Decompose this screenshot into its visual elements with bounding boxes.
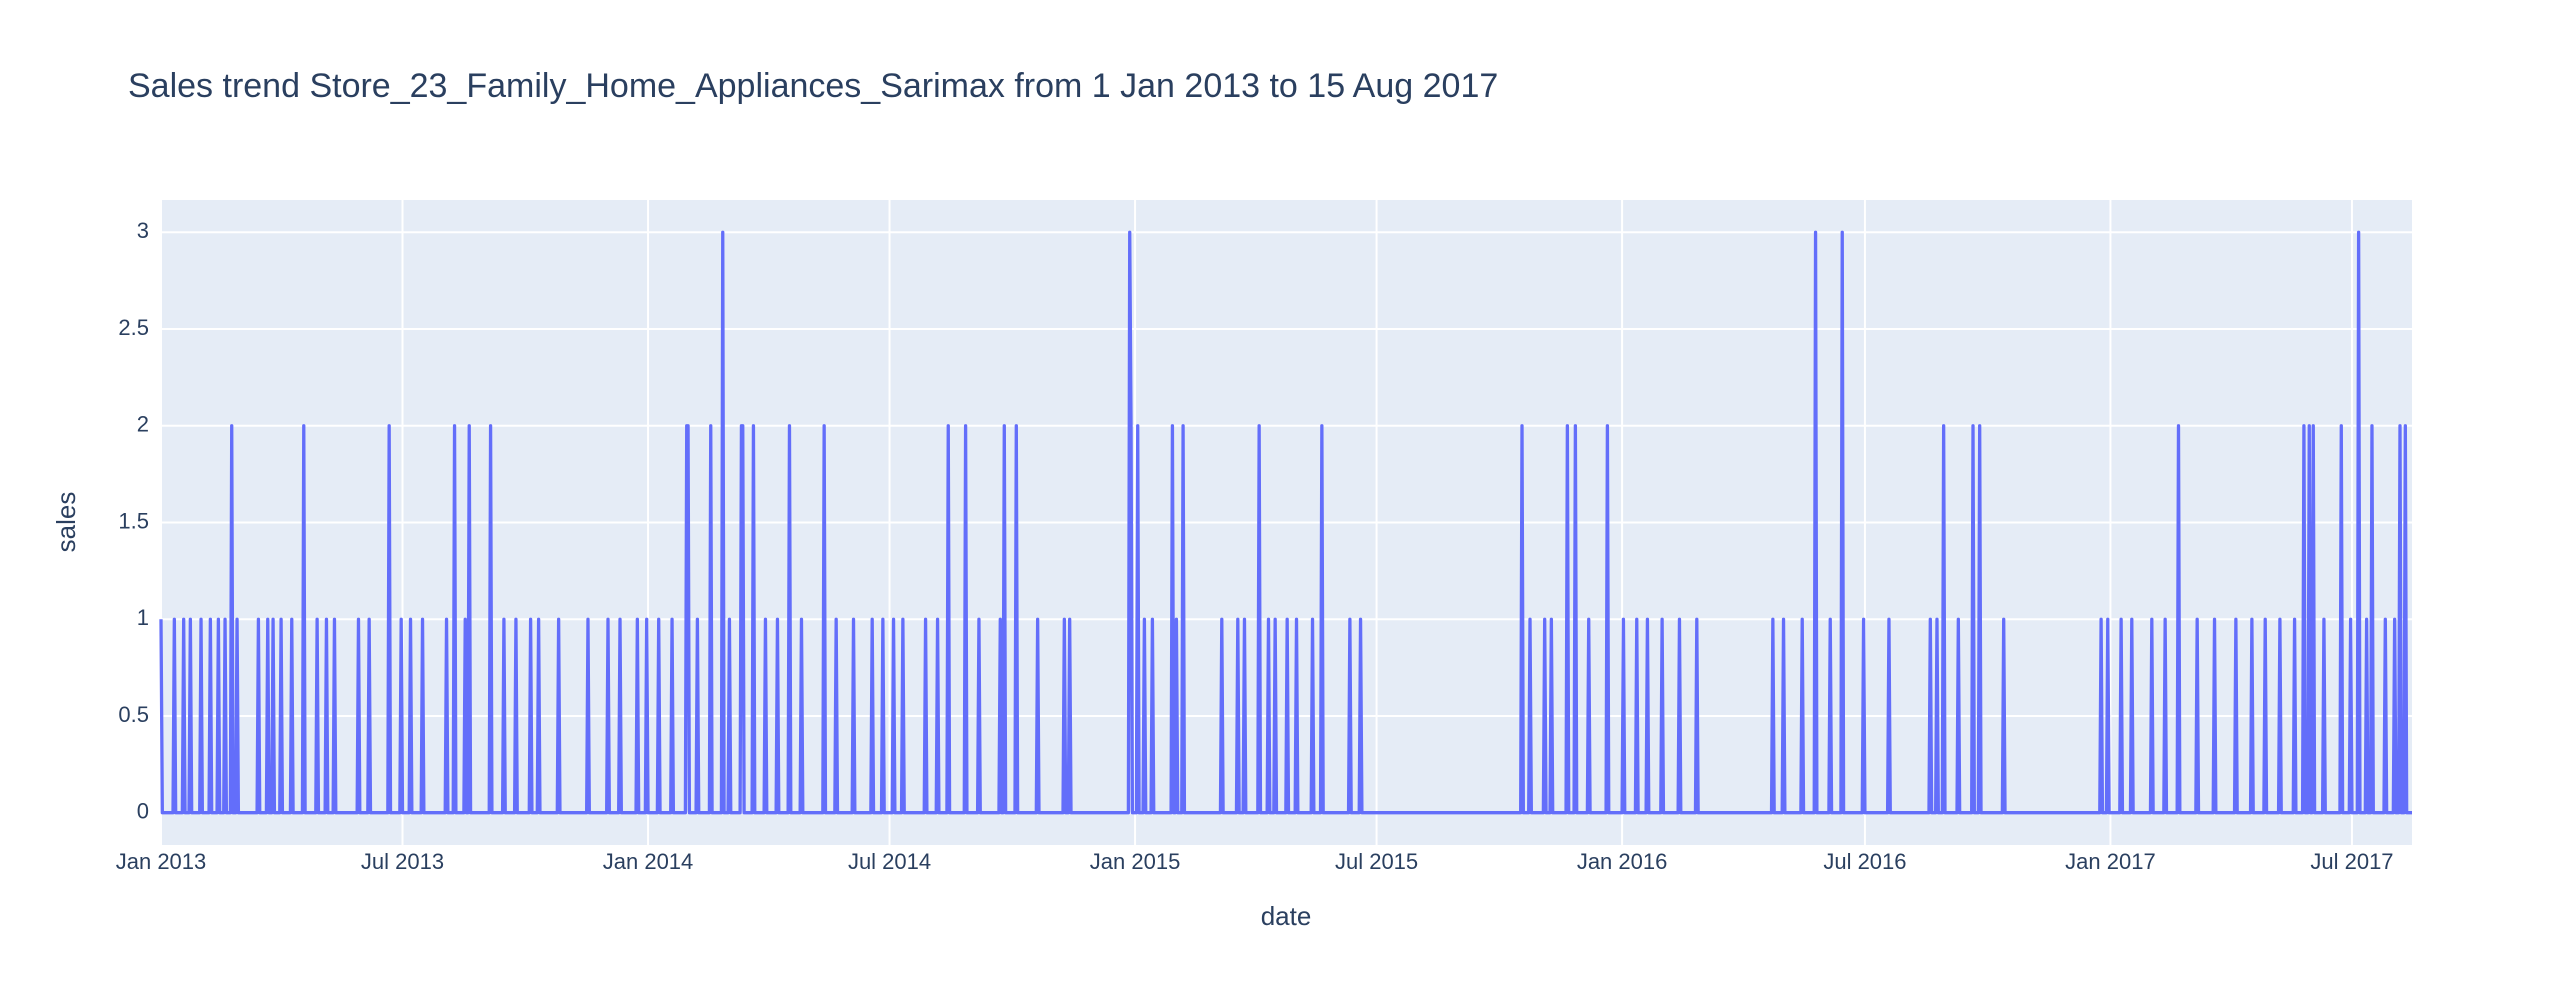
- x-tick-label: Jan 2015: [1090, 849, 1181, 874]
- y-axis-title: sales: [51, 492, 81, 553]
- x-tick-label: Jan 2013: [116, 849, 207, 874]
- x-tick-label: Jul 2016: [1823, 849, 1906, 874]
- x-tick-label: Jan 2016: [1577, 849, 1668, 874]
- y-tick-label: 1: [137, 605, 149, 630]
- y-tick-label: 2.5: [118, 315, 149, 340]
- x-tick-label: Jul 2014: [848, 849, 931, 874]
- labels: 0 0.5 1 1.5 2 2.5 3 Jan 2013 Jul 2013 Jan 2014 Jul…: [116, 218, 2394, 874]
- x-tick-label: Jan 2017: [2065, 849, 2156, 874]
- x-axis-title: date: [1261, 901, 1312, 931]
- x-tick-label: Jul 2017: [2310, 849, 2393, 874]
- x-tick-label: Jul 2013: [361, 849, 444, 874]
- y-tick-label: 0.5: [118, 702, 149, 727]
- sales-line: [159, 230, 2412, 815]
- x-tick-label: Jul 2015: [1335, 849, 1418, 874]
- y-tick-label: 2: [137, 412, 149, 437]
- x-tick-label: Jan 2014: [603, 849, 694, 874]
- marks: [159, 230, 2412, 815]
- chart-title: Sales trend Store_23_Family_Home_Applian…: [128, 67, 1498, 105]
- y-tick-label: 0: [137, 799, 149, 824]
- y-tick-label: 1.5: [118, 508, 149, 533]
- y-tick-label: 3: [137, 218, 149, 243]
